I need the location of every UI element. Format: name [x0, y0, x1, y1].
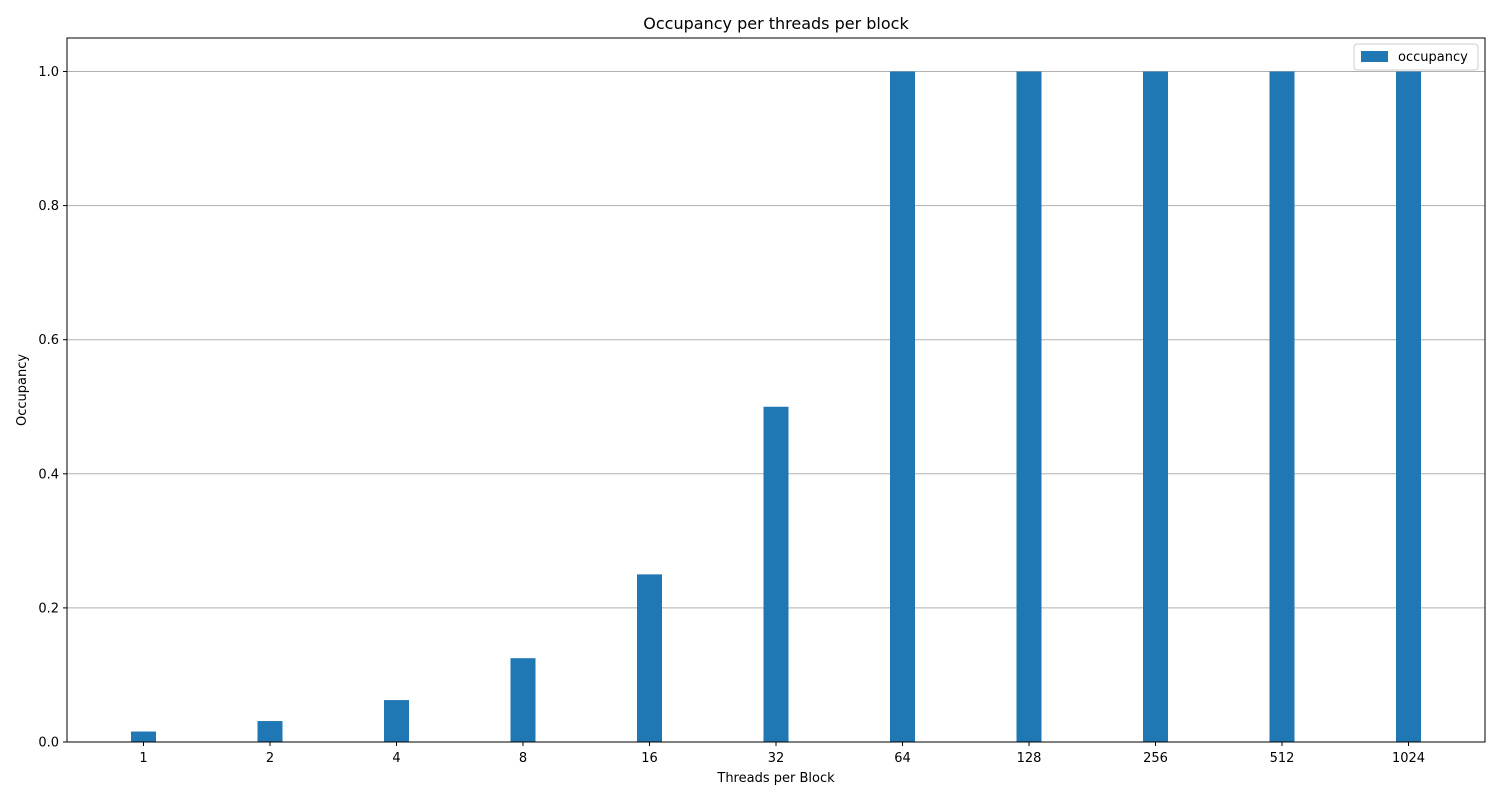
bar-256	[1143, 71, 1168, 743]
bar-2	[257, 721, 283, 742]
legend-frame	[1353, 43, 1479, 71]
legend-swatch	[1361, 51, 1388, 62]
y-axis-label: Occupancy	[15, 354, 30, 426]
legend: occupancy	[1353, 43, 1479, 71]
bars	[131, 71, 1421, 743]
x-tick-label: 64	[894, 751, 911, 766]
y-axis-ticks: 0.0 0.2 0.4 0.6 0.8 1.0	[38, 65, 67, 751]
bar-128	[1016, 71, 1042, 743]
bar-4	[384, 700, 409, 742]
bar-1024	[1396, 71, 1421, 743]
y-tick-label: 0.8	[38, 199, 59, 214]
x-tick-label: 128	[1017, 751, 1042, 766]
y-tick-label: 0.0	[38, 736, 59, 751]
bar-32	[763, 406, 789, 742]
x-tick-label: 512	[1270, 751, 1295, 766]
x-tick-label: 2	[266, 751, 274, 766]
x-tick-label: 4	[392, 751, 400, 766]
y-tick-label: 0.6	[38, 333, 59, 348]
chart-title: Occupancy per threads per block	[643, 14, 909, 33]
x-tick-label: 256	[1143, 751, 1168, 766]
bar-512	[1269, 71, 1295, 743]
x-tick-label: 1	[139, 751, 147, 766]
y-tick-label: 1.0	[38, 65, 59, 80]
x-tick-label: 1024	[1392, 751, 1425, 766]
x-tick-label: 16	[641, 751, 658, 766]
x-axis-label: Threads per Block	[716, 771, 835, 786]
y-tick-label: 0.4	[38, 467, 59, 482]
x-tick-label: 32	[768, 751, 785, 766]
y-tick-label: 0.2	[38, 601, 59, 616]
bar-16	[637, 574, 662, 742]
bar-1	[131, 731, 156, 742]
bar-8	[510, 658, 536, 742]
x-tick-label: 8	[519, 751, 527, 766]
legend-label: occupancy	[1398, 50, 1468, 65]
x-axis-ticks: 1 2 4 8 16 32 64 128 256 512 1024	[139, 742, 1425, 766]
bar-64	[890, 71, 915, 743]
